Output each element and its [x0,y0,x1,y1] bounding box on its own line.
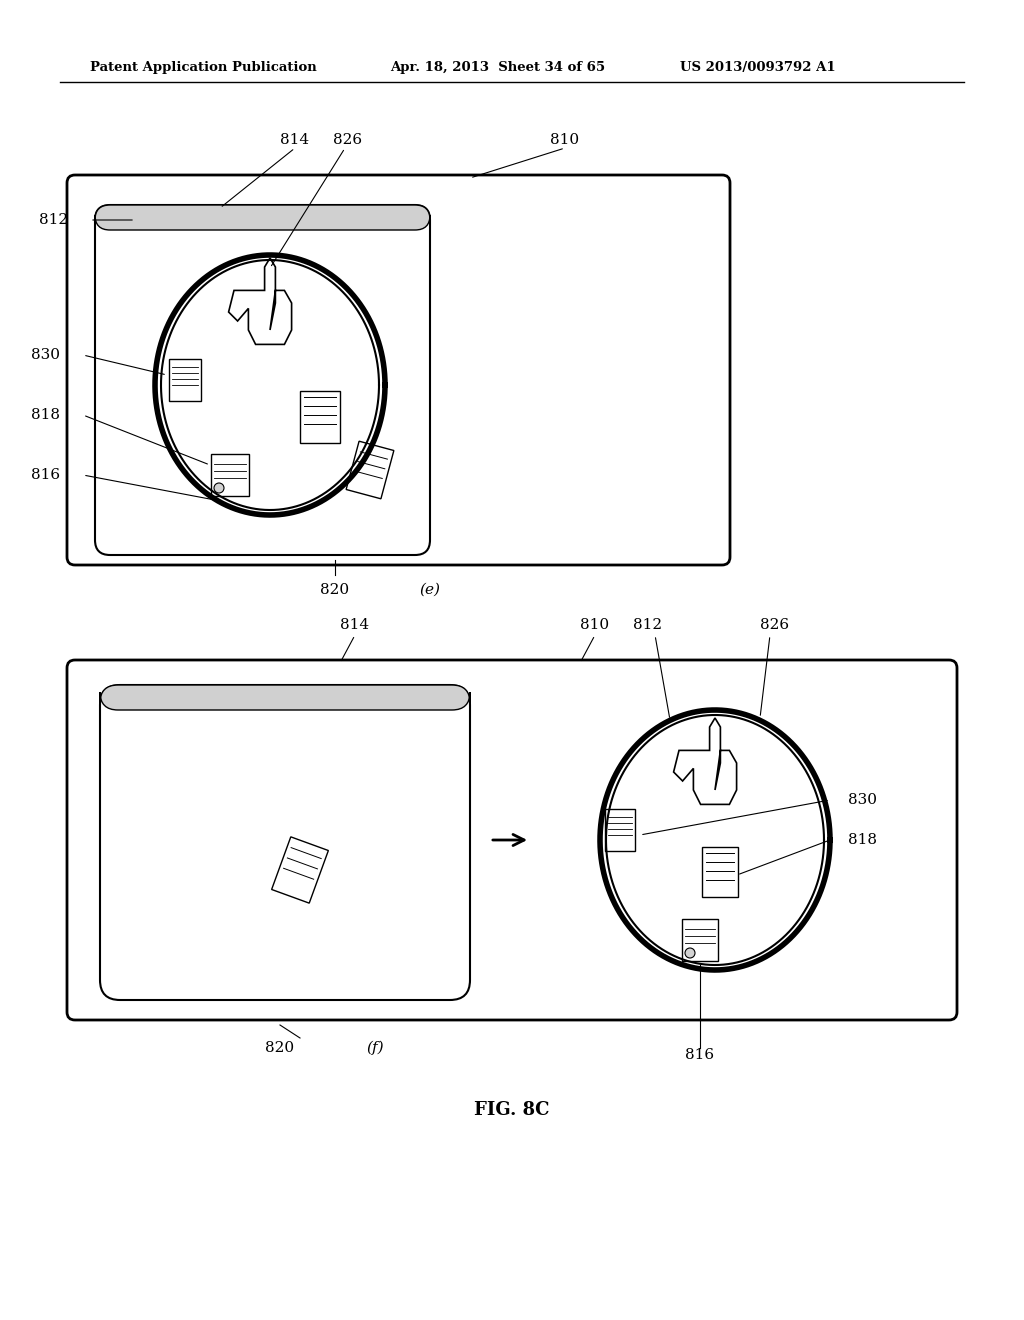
Text: 818: 818 [848,833,877,847]
Text: (f): (f) [367,1040,384,1055]
Text: 810: 810 [581,618,609,632]
Text: US 2013/0093792 A1: US 2013/0093792 A1 [680,62,836,74]
Polygon shape [169,359,201,401]
Text: 826: 826 [334,133,362,147]
Text: 810: 810 [551,133,580,147]
FancyBboxPatch shape [702,847,738,898]
Polygon shape [605,809,635,851]
Text: 830: 830 [31,348,60,362]
Text: 814: 814 [281,133,309,147]
Text: 816: 816 [31,469,60,482]
Text: 812: 812 [634,618,663,632]
Text: 820: 820 [265,1041,295,1055]
Text: Apr. 18, 2013  Sheet 34 of 65: Apr. 18, 2013 Sheet 34 of 65 [390,62,605,74]
Text: (e): (e) [420,583,440,597]
Text: Patent Application Publication: Patent Application Publication [90,62,316,74]
FancyBboxPatch shape [211,454,249,496]
Text: 830: 830 [848,793,877,807]
Text: 820: 820 [321,583,349,597]
Text: 816: 816 [685,1048,715,1063]
Polygon shape [271,837,329,903]
Polygon shape [346,441,394,499]
Polygon shape [674,718,736,804]
FancyBboxPatch shape [682,919,718,961]
Text: 814: 814 [340,618,370,632]
FancyBboxPatch shape [300,391,340,444]
FancyBboxPatch shape [95,205,430,230]
Text: FIG. 8C: FIG. 8C [474,1101,550,1119]
FancyBboxPatch shape [100,685,470,710]
Text: 818: 818 [31,408,60,422]
Circle shape [685,948,695,958]
Circle shape [214,483,224,492]
Text: 812: 812 [39,213,68,227]
Text: 826: 826 [761,618,790,632]
Polygon shape [228,257,292,345]
